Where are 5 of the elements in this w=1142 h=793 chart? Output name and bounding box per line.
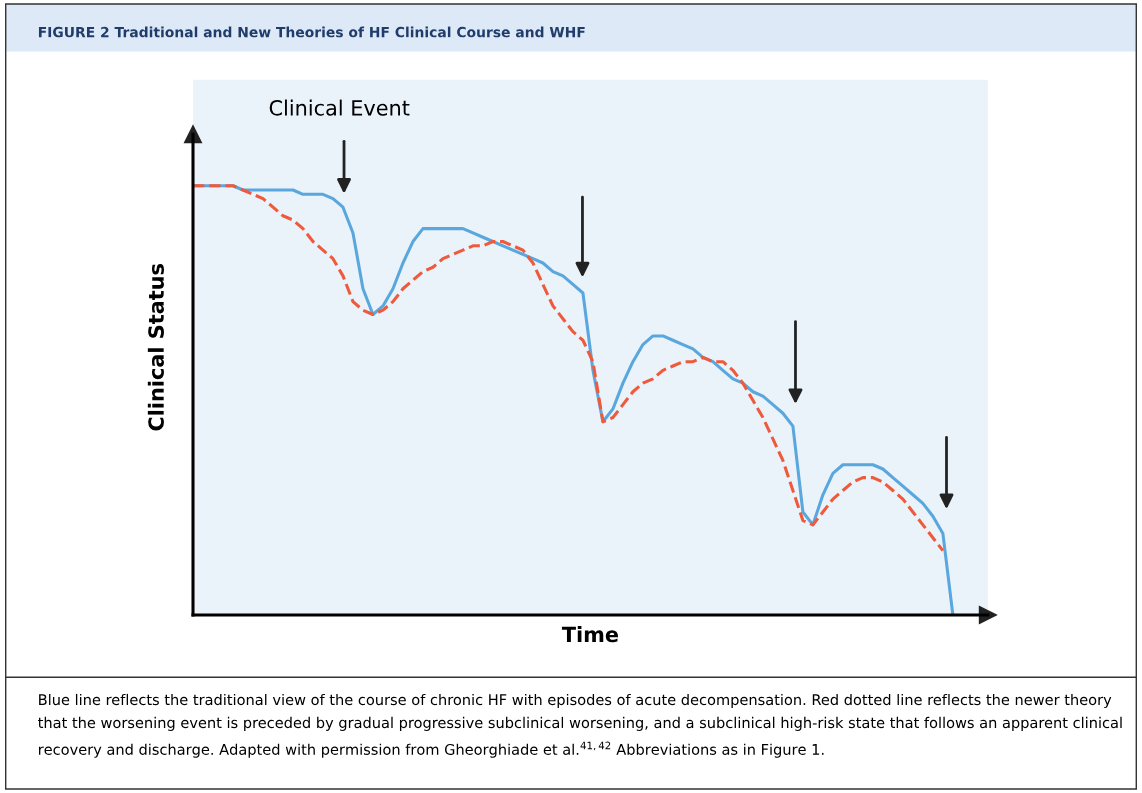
chart-title: FIGURE 2 Traditional and New Theories of HF Clinical Course and WHF (38, 26, 585, 38)
text: Blue line reflects the traditional view of the course of chronic HF with episodes of acute decompensation. Red dotted line reflects the newer theory that the worsening event is preceded by gradual progressive subclinical worsening, and a subclinical high-risk state that follows an apparent clinical recovery and discharge. Adapted with permission from Gheorghiade et al.$^{41,42}$ Abbreviations as in Figure 1. (38, 693, 1122, 758)
y-axis-title: Clinical Status (147, 264, 164, 431)
text: Clinical Event (269, 99, 410, 116)
x-axis-title: Time (561, 626, 618, 643)
